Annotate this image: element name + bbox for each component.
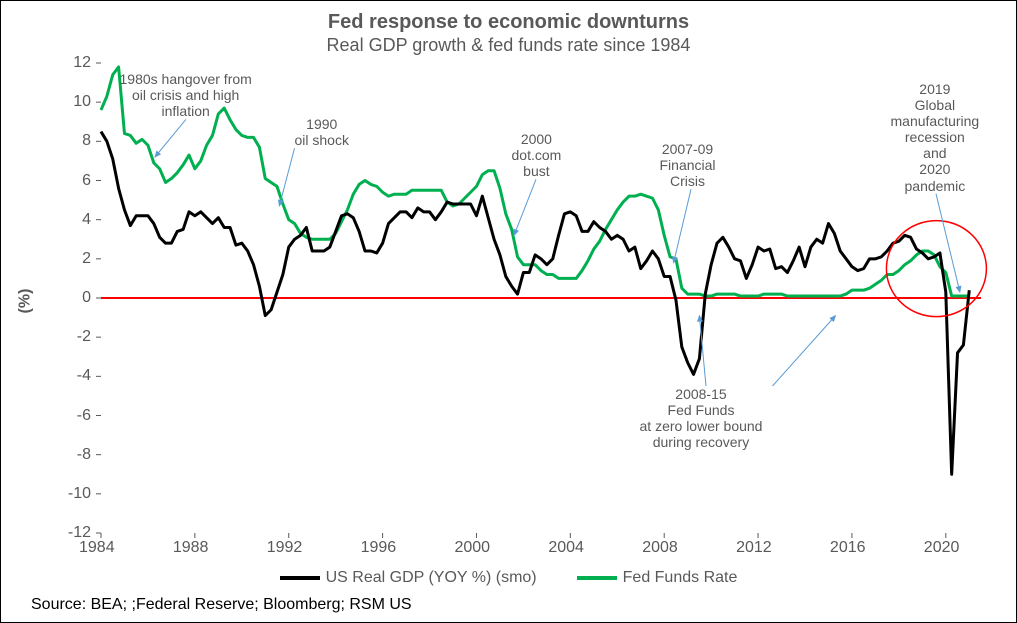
legend: US Real GDP (YOY %) (smo) Fed Funds Rate bbox=[1, 567, 1016, 587]
chart-container: Fed response to economic downturns Real … bbox=[0, 0, 1017, 623]
annotation-a1990: 1990 oil shock bbox=[295, 116, 349, 148]
y-tick-label: -8 bbox=[77, 446, 91, 464]
y-tick-label: 4 bbox=[82, 211, 91, 229]
x-tick-label: 2008 bbox=[642, 539, 678, 557]
legend-label: US Real GDP (YOY %) (smo) bbox=[326, 569, 537, 587]
y-tick-label: -10 bbox=[68, 485, 91, 503]
annotation-a2008: 2008-15 Fed Funds at zero lower bound du… bbox=[640, 386, 763, 450]
x-tick-label: 1992 bbox=[267, 539, 303, 557]
legend-swatch bbox=[280, 576, 320, 580]
gdp-line bbox=[101, 132, 969, 475]
legend-item: Fed Funds Rate bbox=[577, 569, 738, 587]
x-tick-label: 2016 bbox=[830, 539, 866, 557]
y-tick-label: 12 bbox=[73, 54, 91, 72]
source-text: Source: BEA; ;Federal Reserve; Bloomberg… bbox=[31, 596, 412, 614]
y-tick-label: -6 bbox=[77, 407, 91, 425]
annotation-a2007: 2007-09 Financial Crisis bbox=[660, 141, 716, 189]
chart-subtitle: Real GDP growth & fed funds rate since 1… bbox=[1, 35, 1016, 56]
x-tick-label: 2012 bbox=[736, 539, 772, 557]
annotation-a1980s: 1980s hangover from oil crisis and high … bbox=[120, 71, 252, 119]
annotation-arrow bbox=[514, 179, 536, 235]
x-tick-label: 2020 bbox=[924, 539, 960, 557]
annotation-a2019: 2019 Global manufacturing recession and … bbox=[891, 81, 980, 194]
y-tick-label: 0 bbox=[82, 289, 91, 307]
y-tick-label: 8 bbox=[82, 132, 91, 150]
y-tick-label: -2 bbox=[77, 328, 91, 346]
annotation-arrow bbox=[279, 148, 294, 206]
annotation-arrow bbox=[674, 189, 691, 262]
annotation-a2000: 2000 dot.com bust bbox=[512, 131, 562, 179]
x-tick-label: 1988 bbox=[173, 539, 209, 557]
y-tick-label: -4 bbox=[77, 367, 91, 385]
x-tick-label: 1996 bbox=[361, 539, 397, 557]
y-tick-label: 10 bbox=[73, 93, 91, 111]
legend-label: Fed Funds Rate bbox=[623, 569, 738, 587]
annotation-arrow bbox=[773, 316, 836, 386]
x-tick-label: 1984 bbox=[79, 539, 115, 557]
y-tick-label: 2 bbox=[82, 250, 91, 268]
annotation-arrow bbox=[155, 119, 186, 157]
legend-item: US Real GDP (YOY %) (smo) bbox=[280, 569, 537, 587]
legend-swatch bbox=[577, 576, 617, 580]
x-tick-label: 2000 bbox=[454, 539, 490, 557]
y-tick-label: 6 bbox=[82, 172, 91, 190]
chart-title: Fed response to economic downturns bbox=[1, 11, 1016, 34]
y-axis-label: (%) bbox=[16, 289, 34, 314]
x-tick-label: 2004 bbox=[548, 539, 584, 557]
